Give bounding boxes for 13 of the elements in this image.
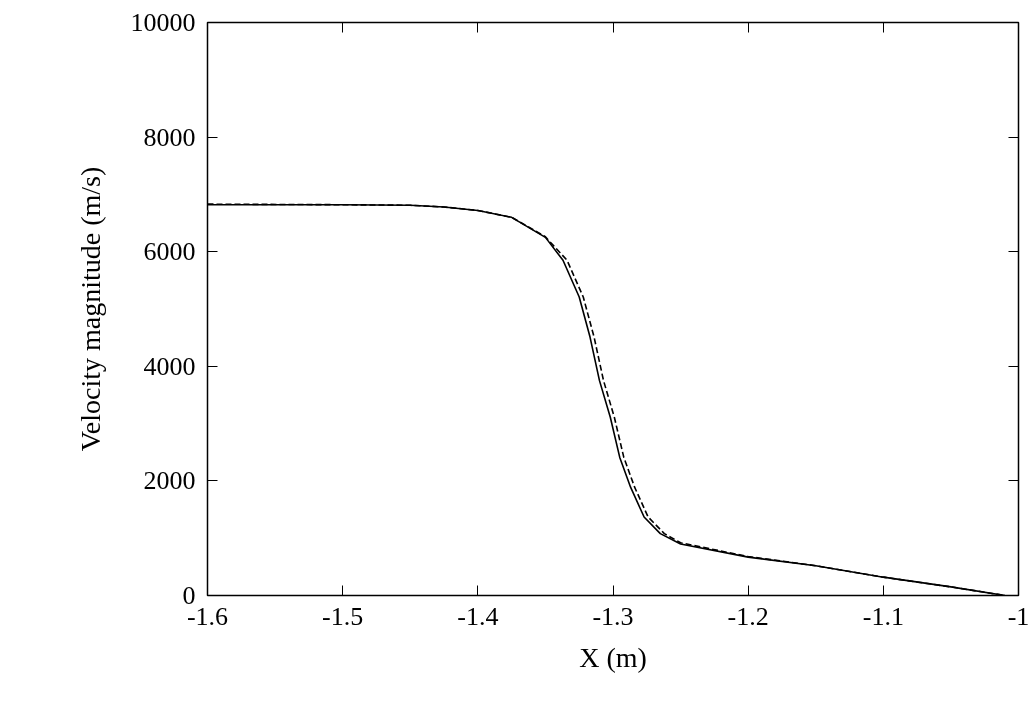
x-tick-label: -1.1	[862, 601, 904, 631]
y-tick-label: 4000	[143, 351, 196, 381]
x-tick-label: -1	[1007, 601, 1030, 631]
x-tick-label: -1.4	[457, 601, 499, 631]
x-tick-label: -1.5	[322, 601, 364, 631]
y-tick-label: 8000	[143, 122, 196, 152]
y-tick-label: 6000	[143, 237, 196, 267]
x-tick-label: -1.3	[592, 601, 634, 631]
x-tick-label: -1.2	[727, 601, 769, 631]
y-tick-label: 2000	[143, 466, 196, 496]
y-axis-title: Velocity magnitude (m/s)	[74, 166, 106, 452]
x-axis-title: X (m)	[579, 641, 647, 673]
y-tick-label: 10000	[130, 8, 196, 37]
